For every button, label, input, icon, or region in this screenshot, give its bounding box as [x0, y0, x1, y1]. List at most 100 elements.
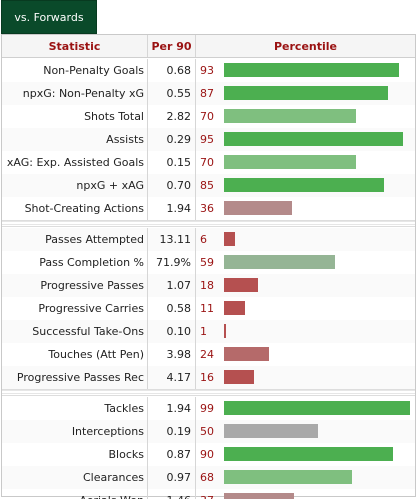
stat-name: Aerials Won — [2, 489, 148, 499]
per90-value: 0.58 — [148, 297, 196, 320]
per90-value: 4.17 — [148, 366, 196, 389]
table-header-row: Statistic Per 90 Percentile — [2, 35, 415, 58]
table-row: Progressive Passes Rec 4.17 16 — [2, 366, 415, 389]
percentile-cell: 6 — [196, 228, 415, 251]
percentile-value: 68 — [200, 471, 214, 484]
table-row: Touches (Att Pen) 3.98 24 — [2, 343, 415, 366]
percentile-cell: 68 — [196, 466, 415, 489]
stat-name: Interceptions — [2, 420, 148, 443]
stat-name: xAG: Exp. Assisted Goals — [2, 151, 148, 174]
table-row: npxG + xAG 0.70 85 — [2, 174, 415, 197]
percentile-value: 70 — [200, 156, 214, 169]
tab-vs-forwards[interactable]: vs. Forwards — [1, 0, 97, 34]
per90-value: 2.82 — [148, 105, 196, 128]
percentile-bar — [224, 109, 356, 123]
percentile-value: 24 — [200, 348, 214, 361]
table-row: Assists 0.29 95 — [2, 128, 415, 151]
percentile-bar — [224, 324, 226, 338]
percentile-cell: 16 — [196, 366, 415, 389]
stat-name: Non-Penalty Goals — [2, 59, 148, 82]
table-row: Progressive Passes 1.07 18 — [2, 274, 415, 297]
percentile-bar — [224, 178, 384, 192]
per90-value: 0.70 — [148, 174, 196, 197]
percentile-cell: 99 — [196, 397, 415, 420]
percentile-bar — [224, 470, 352, 484]
percentile-bar — [224, 278, 258, 292]
percentile-bar — [224, 132, 403, 146]
percentile-cell: 93 — [196, 59, 415, 82]
percentile-cell: 70 — [196, 151, 415, 174]
per90-value: 3.98 — [148, 343, 196, 366]
per90-value: 0.19 — [148, 420, 196, 443]
per90-value: 0.29 — [148, 128, 196, 151]
stat-name: Progressive Carries — [2, 297, 148, 320]
stat-name: Blocks — [2, 443, 148, 466]
percentile-bar — [224, 301, 245, 315]
scouting-report-table: Statistic Per 90 Percentile Non-Penalty … — [1, 34, 416, 499]
percentile-bar — [224, 232, 235, 246]
percentile-value: 87 — [200, 87, 214, 100]
percentile-cell: 18 — [196, 274, 415, 297]
percentile-cell: 24 — [196, 343, 415, 366]
stat-name: Shot-Creating Actions — [2, 197, 148, 220]
stat-name: Assists — [2, 128, 148, 151]
table-row: npxG: Non-Penalty xG 0.55 87 — [2, 82, 415, 105]
percentile-cell: 11 — [196, 297, 415, 320]
per90-value: 0.10 — [148, 320, 196, 343]
percentile-value: 37 — [200, 494, 222, 499]
table-row: Successful Take-Ons 0.10 1 — [2, 320, 415, 343]
percentile-value: 70 — [200, 110, 214, 123]
header-per90[interactable]: Per 90 — [148, 35, 196, 57]
table-row: Progressive Carries 0.58 11 — [2, 297, 415, 320]
table-row: Non-Penalty Goals 0.68 93 — [2, 59, 415, 82]
percentile-value: 59 — [200, 256, 214, 269]
per90-value: 0.55 — [148, 82, 196, 105]
stat-name: Touches (Att Pen) — [2, 343, 148, 366]
per90-value: 1.46 — [148, 489, 196, 499]
per90-value: 71.9% — [148, 251, 196, 274]
percentile-bar — [224, 63, 399, 77]
stat-name: Tackles — [2, 397, 148, 420]
percentile-bar — [224, 424, 318, 438]
table-row: Shot-Creating Actions 1.94 36 — [2, 197, 415, 220]
percentile-bar — [224, 86, 388, 100]
table-row: Interceptions 0.19 50 — [2, 420, 415, 443]
percentile-cell: 50 — [196, 420, 415, 443]
header-percentile[interactable]: Percentile — [273, 39, 338, 53]
percentile-bar — [224, 447, 393, 461]
percentile-cell: 95 — [196, 128, 415, 151]
percentile-bar — [224, 401, 410, 415]
stat-name: Progressive Passes — [2, 274, 148, 297]
table-row: Blocks 0.87 90 — [2, 443, 415, 466]
percentile-value: 36 — [200, 202, 214, 215]
percentile-value: 1 — [200, 325, 207, 338]
percentile-bar — [224, 493, 294, 499]
percentile-value: 95 — [200, 133, 214, 146]
percentile-cell: 90 — [196, 443, 415, 466]
percentile-cell: 36 — [196, 197, 415, 220]
per90-value: 13.11 — [148, 228, 196, 251]
group-separator — [2, 389, 415, 396]
percentile-value: 99 — [200, 402, 214, 415]
percentile-bar — [224, 201, 292, 215]
table-row: Aerials Won1.46 37 — [2, 489, 415, 499]
percentile-value: 16 — [200, 371, 214, 384]
percentile-value: 11 — [200, 302, 214, 315]
per90-value: 1.94 — [148, 397, 196, 420]
per90-value: 0.68 — [148, 59, 196, 82]
per90-value: 0.97 — [148, 466, 196, 489]
stat-name: Passes Attempted — [2, 228, 148, 251]
table-row: Clearances 0.97 68 — [2, 466, 415, 489]
percentile-value: 93 — [200, 64, 214, 77]
percentile-cell: 85 — [196, 174, 415, 197]
percentile-cell: 70 — [196, 105, 415, 128]
table-row: Tackles 1.94 99 — [2, 397, 415, 420]
table-row: Passes Attempted 13.11 6 — [2, 228, 415, 251]
header-statistic[interactable]: Statistic — [2, 35, 148, 57]
percentile-bar — [224, 370, 254, 384]
percentile-cell: 1 — [196, 320, 415, 343]
percentile-cell: 59 — [196, 251, 415, 274]
percentile-value: 50 — [200, 425, 214, 438]
per90-value: 0.87 — [148, 443, 196, 466]
per90-value: 1.94 — [148, 197, 196, 220]
